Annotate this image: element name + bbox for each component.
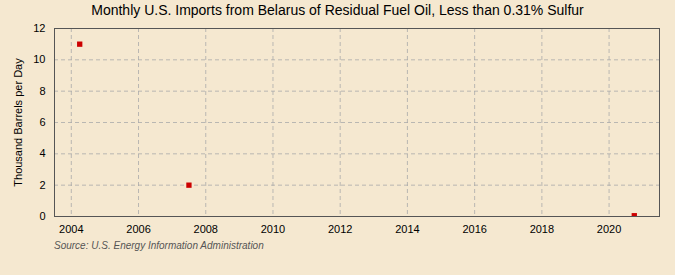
html-text:Monthly U.S. Imports from Bela: Monthly U.S. Imports from Belarus of Res… (91, 2, 584, 18)
svg-text:12: 12 (33, 22, 45, 34)
svg-text:2006: 2006 (126, 223, 150, 235)
html-text:Source: U.S. Energy Informatio: Source: U.S. Energy Information Administ… (54, 240, 264, 251)
svg-text:2020: 2020 (597, 223, 621, 235)
svg-text:6: 6 (39, 116, 45, 128)
svg-text:2: 2 (39, 179, 45, 191)
svg-text:2008: 2008 (194, 223, 218, 235)
svg-text:2010: 2010 (261, 223, 285, 235)
svg-text:2016: 2016 (462, 223, 486, 235)
svg-text:0: 0 (39, 210, 45, 222)
svg-text:2012: 2012 (328, 223, 352, 235)
svg-text:8: 8 (39, 85, 45, 97)
svg-text:2004: 2004 (59, 223, 83, 235)
svg-text:4: 4 (39, 147, 45, 159)
svg-text:10: 10 (33, 53, 45, 65)
svg-text:2014: 2014 (395, 223, 419, 235)
svg-text:2018: 2018 (530, 223, 554, 235)
svg-text:Thousand Barrels per Day: Thousand Barrels per Day (12, 58, 24, 187)
